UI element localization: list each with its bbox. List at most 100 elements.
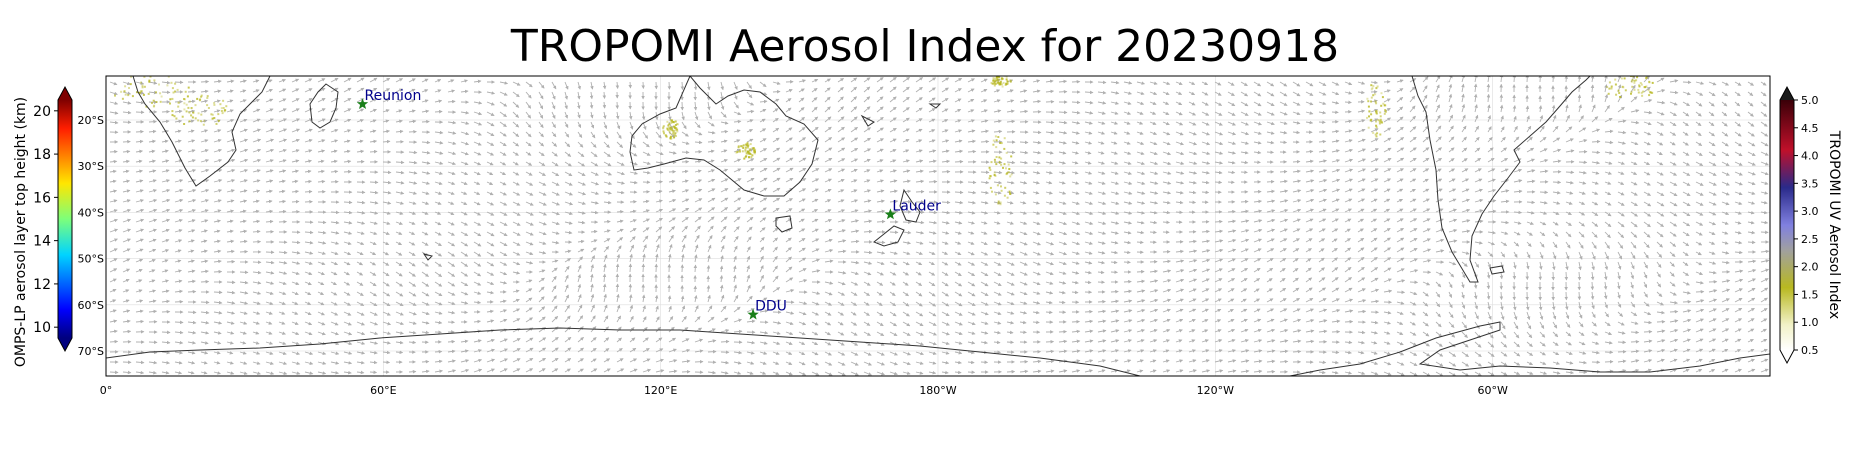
aerosol-pixel — [1379, 115, 1382, 118]
wind-arrow — [369, 87, 378, 93]
wind-arrow — [850, 86, 858, 93]
aerosol-pixel — [749, 143, 752, 146]
wind-arrow — [395, 160, 405, 165]
wind-arrow — [1019, 99, 1028, 104]
wind-arrow — [1461, 83, 1465, 93]
map-panel: Reunion Lauder DDU — [105, 75, 1771, 377]
wind-arrow — [434, 349, 443, 354]
aerosol-pixel — [220, 107, 223, 110]
right-colorbar-top-extend — [1780, 87, 1794, 100]
aerosol-pixel — [994, 174, 997, 177]
aerosol-pixel — [988, 177, 991, 180]
wind-arrow — [928, 77, 937, 83]
wind-arrow — [187, 89, 197, 94]
wind-arrow — [941, 98, 949, 103]
wind-arrow — [1577, 94, 1582, 103]
wind-arrow — [226, 109, 234, 113]
wind-arrow — [239, 99, 247, 103]
aerosol-pixel — [736, 150, 739, 153]
aerosol-pixel — [1619, 96, 1622, 98]
aerosol-pixel — [153, 79, 156, 82]
aerosol-pixel — [676, 123, 678, 125]
aerosol-pixel — [139, 90, 142, 93]
wind-arrow — [628, 283, 633, 293]
wind-arrow — [967, 149, 977, 154]
wind-arrow — [395, 350, 404, 355]
wind-arrow — [616, 209, 624, 214]
left-colorbar-label: OMPS-LP aerosol layer top height (km) — [13, 97, 29, 367]
aerosol-pixel — [674, 132, 677, 135]
aerosol-pixel — [155, 101, 158, 103]
aerosol-pixel — [1009, 193, 1012, 195]
wind-arrow — [1032, 99, 1042, 104]
wind-arrow — [265, 88, 273, 93]
wind-arrow — [850, 96, 858, 103]
wind-arrow — [876, 77, 884, 83]
aerosol-pixel — [739, 149, 741, 152]
wind-arrow — [889, 77, 897, 83]
aerosol-pixel — [1372, 94, 1375, 97]
wind-arrow — [395, 88, 403, 93]
wind-arrow — [1591, 139, 1601, 144]
aerosol-pixel — [1370, 96, 1373, 99]
aerosol-pixel — [1610, 85, 1613, 88]
wind-arrow — [1162, 220, 1170, 225]
wind-arrow — [1149, 81, 1158, 85]
wind-arrow — [1201, 101, 1209, 106]
aerosol-pixel — [992, 143, 995, 146]
aerosol-pixel — [996, 184, 999, 187]
aerosol-pixel — [743, 157, 746, 160]
wind-arrow — [1630, 96, 1638, 103]
aerosol-pixel — [176, 88, 179, 91]
wind-arrow — [1370, 80, 1378, 85]
wind-arrow — [109, 370, 119, 375]
aerosol-pixel — [124, 85, 127, 88]
wind-arrow — [187, 289, 197, 294]
aerosol-pixel — [213, 103, 216, 106]
wind-arrow — [941, 200, 951, 205]
aerosol-pixel — [1630, 90, 1633, 93]
wind-arrow — [1344, 100, 1352, 105]
aerosol-pixel — [751, 154, 754, 157]
aerosol-pixel — [748, 156, 750, 158]
wind-arrow — [200, 300, 210, 305]
aerosol-pixel — [995, 146, 998, 149]
wind-arrow — [226, 259, 236, 264]
aerosol-pixel — [211, 117, 214, 120]
aerosol-pixel — [1006, 196, 1009, 199]
aerosol-pixel — [222, 99, 225, 102]
wind-arrow — [1201, 190, 1210, 195]
aerosol-pixel — [1651, 81, 1654, 84]
aerosol-pixel — [669, 132, 671, 135]
left-colorbar-tick-label: 14 — [33, 234, 51, 250]
aerosol-pixel — [142, 93, 145, 96]
wind-arrow — [382, 77, 391, 83]
wind-arrow — [1058, 79, 1068, 84]
wind-arrow — [1721, 101, 1728, 107]
longitude-tick-label: 60°W — [1477, 384, 1507, 397]
latitude-tick-labels: 20°S 30°S 40°S 50°S 60°S 70°S — [78, 114, 104, 358]
aerosol-pixel — [1370, 84, 1373, 87]
wind-arrow — [1577, 76, 1582, 83]
aerosol-pixel — [169, 98, 172, 101]
wind-arrow — [837, 78, 845, 83]
wind-arrow — [759, 81, 767, 88]
aerosol-pixel — [188, 100, 191, 103]
aerosol-pixel — [194, 104, 197, 107]
wind-arrow — [954, 98, 962, 103]
aerosol-pixel — [1368, 110, 1371, 113]
wind-arrow — [122, 101, 132, 105]
wind-arrow — [1201, 91, 1209, 96]
aerosol-pixel — [990, 81, 993, 84]
aerosol-pixel — [1380, 104, 1383, 107]
wind-arrow — [161, 330, 171, 335]
wind-arrow — [1084, 90, 1094, 95]
aerosol-pixel — [200, 113, 203, 116]
wind-arrow — [447, 89, 456, 93]
aerosol-pixel — [1648, 80, 1651, 83]
wind-arrow — [693, 285, 698, 293]
aerosol-pixel — [1375, 112, 1378, 115]
wind-arrow — [1201, 81, 1209, 86]
wind-arrow — [1331, 91, 1340, 96]
aerosol-pixel — [123, 90, 126, 93]
